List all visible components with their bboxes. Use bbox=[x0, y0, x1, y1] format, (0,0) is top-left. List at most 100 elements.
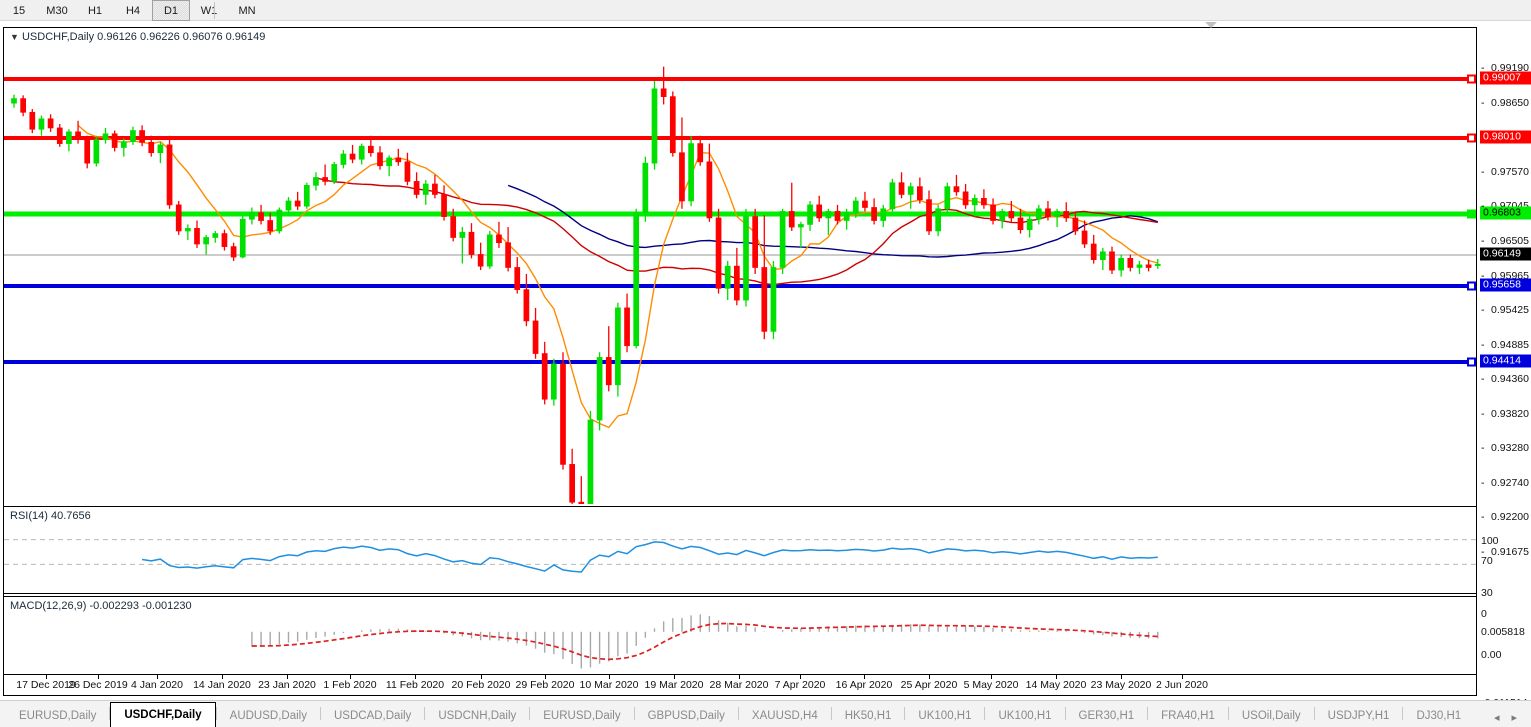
macd-pane[interactable]: MACD(12,26,9) -0.002293 -0.001230 bbox=[4, 596, 1527, 674]
tab-separator bbox=[109, 707, 111, 720]
tick-dash-icon: - bbox=[1481, 373, 1485, 385]
symbol-ohlc-text: USDCHF,Daily 0.96126 0.96226 0.96076 0.9… bbox=[21, 31, 266, 43]
rsi-scale-label: 30 bbox=[1481, 587, 1493, 599]
price-chart-canvas bbox=[4, 66, 1527, 504]
chart-tab-usdcad-daily[interactable]: USDCAD,Daily bbox=[321, 705, 424, 727]
chart-tab-usdjpy-h1[interactable]: USDJPY,H1 bbox=[1315, 705, 1403, 727]
chart-tab-eurusd-daily[interactable]: EURUSD,Daily bbox=[6, 705, 109, 727]
date-axis-label: 10 Mar 2020 bbox=[579, 679, 639, 691]
chart-area[interactable]: ▼ USDCHF,Daily 0.96126 0.96226 0.96076 0… bbox=[3, 27, 1528, 696]
timeframe-button-h4[interactable]: H4 bbox=[114, 0, 152, 21]
timeframe-button-h1[interactable]: H1 bbox=[76, 0, 114, 21]
collapse-triangle-icon[interactable]: ▼ bbox=[10, 32, 19, 42]
timeframe-button-mn[interactable]: MN bbox=[228, 0, 266, 21]
rsi-title: RSI(14) 40.7656 bbox=[10, 510, 91, 522]
date-axis-tick bbox=[350, 675, 351, 679]
chart-tab-list: EURUSD,Daily USDCHF,Daily AUDUSD,Daily USDC… bbox=[0, 700, 1484, 727]
timeframe-button-w1[interactable]: W1 bbox=[190, 0, 228, 21]
date-axis-label: 11 Feb 2020 bbox=[385, 679, 445, 691]
chart-tab-fra40-h1[interactable]: FRA40,H1 bbox=[1148, 705, 1228, 727]
price-level-badge-red[interactable]: 0.99007 bbox=[1480, 71, 1531, 85]
tab-separator bbox=[319, 707, 321, 720]
tab-scroll-right-icon[interactable]: ▸ bbox=[1511, 712, 1517, 724]
price-scale[interactable]: -0.99190-0.98650-0.98110-0.97570-0.97045… bbox=[1476, 27, 1531, 709]
tab-scroll-arrows: ◂ ▸ bbox=[1484, 711, 1531, 727]
tab-separator bbox=[904, 707, 906, 720]
timeframe-label: H4 bbox=[125, 4, 141, 17]
date-axis-tick bbox=[46, 675, 47, 679]
chart-tab-ger30-h1[interactable]: GER30,H1 bbox=[1066, 705, 1148, 727]
chart-tab-uk100-h1[interactable]: UK100,H1 bbox=[905, 705, 984, 727]
tab-scroll-left-icon[interactable]: ◂ bbox=[1493, 712, 1500, 724]
date-axis-tick bbox=[609, 675, 610, 679]
date-axis-tick bbox=[157, 675, 158, 679]
chart-tab-usdcnh-daily[interactable]: USDCNH,Daily bbox=[425, 705, 529, 727]
price-tick-value: 0.92200 bbox=[1491, 511, 1529, 523]
price-tick-value: 0.96505 bbox=[1491, 235, 1529, 247]
chart-tab-gbpusd-daily[interactable]: GBPUSD,Daily bbox=[635, 705, 738, 727]
tick-dash-icon: - bbox=[1481, 546, 1485, 558]
tick-dash-icon: - bbox=[1481, 477, 1485, 489]
timeframe-button-d1[interactable]: D1 bbox=[152, 0, 190, 21]
date-axis-tick bbox=[739, 675, 740, 679]
timeframe-label: D1 bbox=[163, 4, 179, 17]
price-pane[interactable]: ▼ USDCHF,Daily 0.96126 0.96226 0.96076 0… bbox=[4, 28, 1527, 504]
date-axis-label: 20 Feb 2020 bbox=[451, 679, 511, 691]
date-axis-label: 29 Feb 2020 bbox=[515, 679, 575, 691]
date-axis-tick bbox=[1056, 675, 1057, 679]
timeframe-label: 15 bbox=[12, 4, 26, 17]
price-tick-label: -0.94360 bbox=[1481, 373, 1529, 385]
price-tick-label: -0.92740 bbox=[1481, 477, 1529, 489]
chart-tab-label: EURUSD,Daily bbox=[543, 710, 621, 722]
tab-separator bbox=[424, 707, 426, 720]
price-tick-value: 0.94360 bbox=[1491, 373, 1529, 385]
chart-tab-label: HK50,H1 bbox=[844, 710, 892, 722]
price-level-badge-blue[interactable]: 0.95658 bbox=[1480, 278, 1531, 292]
timeframe-button-15[interactable]: 15 bbox=[0, 0, 38, 21]
chart-tab-xauusd-h4[interactable]: XAUUSD,H4 bbox=[739, 705, 831, 727]
date-axis-label: 14 May 2020 bbox=[1025, 679, 1087, 691]
date-axis-tick bbox=[864, 675, 865, 679]
chart-tab-label: UK100,H1 bbox=[918, 710, 972, 722]
price-tick-value: 0.93820 bbox=[1491, 408, 1529, 420]
chart-position-marker-icon bbox=[1205, 22, 1217, 28]
price-level-badge-blue[interactable]: 0.94414 bbox=[1480, 354, 1531, 368]
timeframe-toolbar: 15 M30 H1 H4 D1 W1 MN bbox=[0, 0, 1531, 21]
price-tick-value: 0.92740 bbox=[1491, 477, 1529, 489]
date-axis-tick bbox=[415, 675, 416, 679]
chart-tab-hk50-h1[interactable]: HK50,H1 bbox=[832, 705, 905, 727]
date-axis-tick bbox=[481, 675, 482, 679]
chart-tab-dj30-h1[interactable]: DJ30,H1 bbox=[1403, 705, 1474, 727]
tab-separator bbox=[737, 707, 739, 720]
timeframe-label: W1 bbox=[200, 4, 218, 17]
price-tick-value: 0.95425 bbox=[1491, 304, 1529, 316]
chart-tab-usdchf-daily[interactable]: USDCHF,Daily bbox=[110, 702, 216, 727]
date-axis-tick bbox=[991, 675, 992, 679]
timeframe-label: MN bbox=[238, 4, 256, 17]
price-level-badge-green[interactable]: 0.96803 bbox=[1480, 206, 1531, 220]
price-level-badge-red[interactable]: 0.98010 bbox=[1480, 130, 1531, 144]
tab-separator bbox=[215, 707, 217, 720]
price-tick-label: -0.92200 bbox=[1481, 511, 1529, 523]
timeframe-label: H1 bbox=[87, 4, 103, 17]
tab-separator bbox=[830, 707, 832, 720]
chart-tab-eurusd-daily[interactable]: EURUSD,Daily bbox=[530, 705, 633, 727]
tab-separator bbox=[984, 707, 986, 720]
chart-tab-usoil-daily[interactable]: USOil,Daily bbox=[1229, 705, 1314, 727]
price-tick-label: -0.91675 bbox=[1481, 546, 1529, 558]
date-axis-tick bbox=[929, 675, 930, 679]
date-axis-label: 14 Jan 2020 bbox=[193, 679, 251, 691]
chart-tab-uk100-h1[interactable]: UK100,H1 bbox=[985, 705, 1064, 727]
date-axis-label: 25 Apr 2020 bbox=[900, 679, 958, 691]
tick-dash-icon: - bbox=[1481, 62, 1485, 74]
rsi-scale-label: 70 bbox=[1481, 555, 1493, 567]
price-tick-label: -0.96505 bbox=[1481, 235, 1529, 247]
rsi-pane[interactable]: RSI(14) 40.7656 bbox=[4, 506, 1527, 594]
date-axis-label: 28 Mar 2020 bbox=[709, 679, 769, 691]
price-level-badge-black[interactable]: 0.96149 bbox=[1480, 247, 1531, 261]
date-axis-label: 16 Apr 2020 bbox=[835, 679, 893, 691]
rsi-scale-label: 0 bbox=[1481, 608, 1487, 620]
chart-tab-audusd-daily[interactable]: AUDUSD,Daily bbox=[217, 705, 320, 727]
timeframe-button-m30[interactable]: M30 bbox=[38, 0, 76, 21]
date-axis-tick bbox=[545, 675, 546, 679]
